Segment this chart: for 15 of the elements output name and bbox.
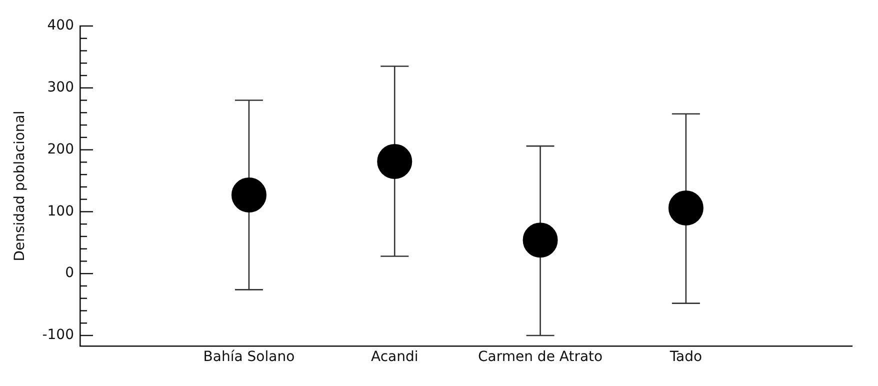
x-tick-label: Tado [668,349,702,366]
y-tick-label: -100 [42,327,74,344]
y-axis-title: Densidad poblacional [12,110,28,262]
x-tick-label: Bahía Solano [203,349,295,366]
x-tick-label: Carmen de Atrato [478,349,603,366]
y-tick-label: 400 [47,18,74,34]
y-tick-label: 200 [47,141,74,158]
point [231,177,266,212]
y-tick-label: 100 [47,203,74,220]
point [377,144,412,180]
y-tick-label: 300 [47,80,74,96]
point [668,190,704,226]
point [522,222,558,258]
x-tick-label: Acandi [370,349,418,366]
y-tick-label: 0 [65,265,74,282]
